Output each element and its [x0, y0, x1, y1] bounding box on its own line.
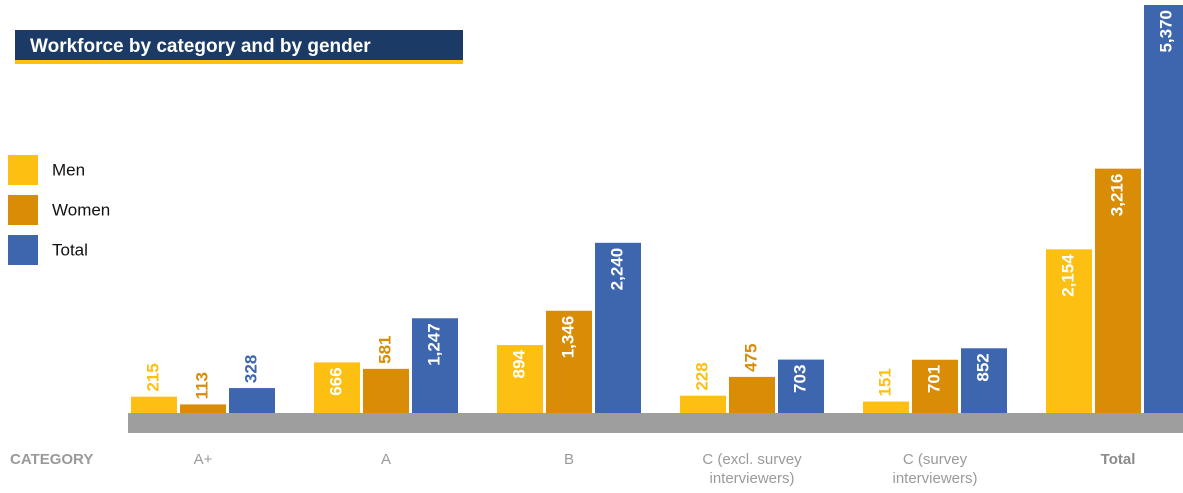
data-label: 852 — [973, 353, 992, 381]
bar — [1144, 5, 1183, 413]
bar — [412, 318, 458, 413]
chart-title: Workforce by category and by gender — [30, 36, 371, 57]
title-underline — [15, 60, 463, 64]
data-label: 3,216 — [1107, 174, 1126, 217]
data-label: 666 — [326, 367, 345, 395]
legend-label: Total — [52, 240, 88, 259]
legend-swatch — [8, 155, 38, 185]
data-label: 701 — [924, 365, 943, 393]
bar — [546, 310, 592, 413]
bar — [595, 242, 641, 413]
title-box — [15, 30, 463, 63]
legend-swatch — [8, 195, 38, 225]
data-label: 5,370 — [1156, 10, 1175, 53]
x-tick-label: A+ — [193, 451, 213, 468]
data-label: 703 — [790, 365, 809, 393]
x-tick-label: A — [380, 451, 391, 468]
data-label: 113 — [192, 372, 211, 399]
x-tick-label: B — [563, 451, 574, 468]
bar — [131, 396, 177, 413]
x-axis-label: CATEGORY — [10, 451, 93, 468]
data-label: 328 — [241, 355, 260, 383]
data-label: 581 — [375, 335, 394, 363]
x-tick-label: C (survey interviewers) — [892, 451, 978, 487]
x-tick-label: Total — [1100, 451, 1136, 468]
bar — [778, 359, 824, 413]
bar — [180, 404, 226, 413]
bar — [1095, 168, 1141, 413]
bar — [1046, 249, 1092, 413]
bar — [497, 345, 543, 413]
bar — [363, 368, 409, 413]
legend-label: Women — [52, 200, 110, 219]
bar — [863, 401, 909, 413]
bar — [729, 376, 775, 413]
x-tick-label: C (excl. survey interviewers) — [702, 451, 802, 487]
bar — [912, 359, 958, 413]
data-label: 151 — [875, 368, 894, 396]
data-label: 215 — [143, 363, 162, 391]
bar — [229, 388, 275, 413]
data-label: 894 — [509, 350, 528, 379]
legend-label: Men — [52, 160, 85, 179]
data-label: 228 — [692, 362, 711, 390]
baseline — [128, 413, 1183, 433]
bar — [680, 395, 726, 413]
data-label: 2,154 — [1058, 254, 1077, 297]
bar — [961, 348, 1007, 413]
data-label: 1,346 — [558, 316, 577, 359]
bar — [314, 362, 360, 413]
legend-swatch — [8, 235, 38, 265]
data-label: 1,247 — [424, 323, 443, 366]
data-label: 475 — [741, 344, 760, 372]
data-label: 2,240 — [607, 248, 626, 291]
